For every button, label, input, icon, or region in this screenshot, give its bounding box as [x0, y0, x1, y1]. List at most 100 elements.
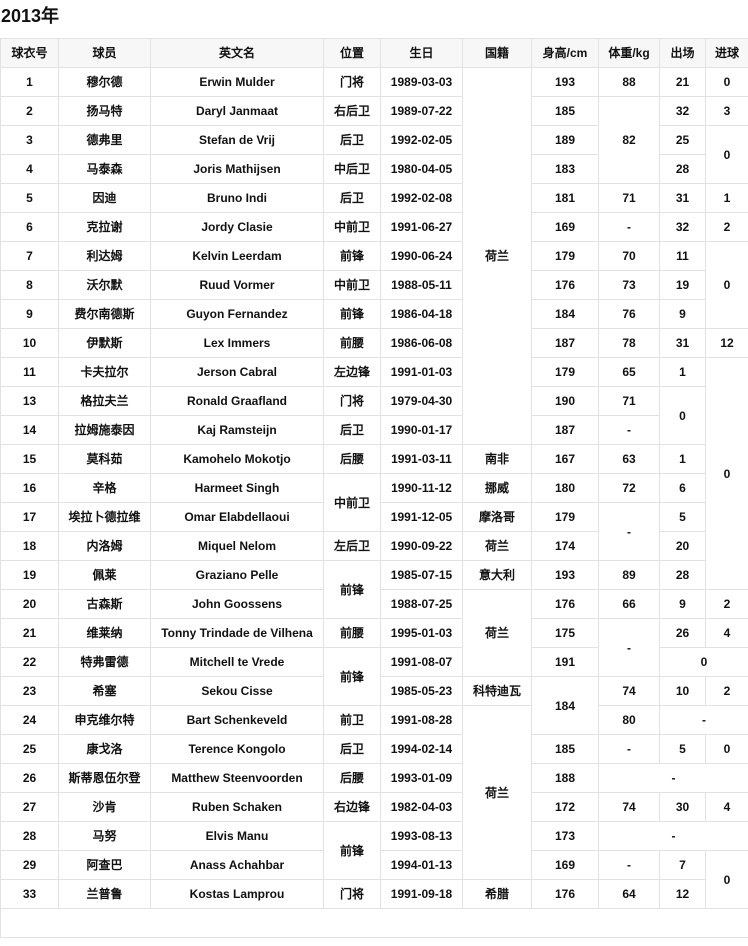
table-cell: 前腰 — [323, 618, 381, 648]
header-position: 位置 — [323, 38, 381, 68]
table-cell: 1 — [705, 183, 748, 213]
table-cell: 马努 — [58, 821, 151, 851]
table-cell: 6 — [659, 473, 706, 503]
table-cell: Guyon Fernandez — [150, 299, 324, 329]
table-cell: 康戈洛 — [58, 734, 151, 764]
table-cell: 荷兰 — [462, 531, 532, 561]
table-cell: 23 — [0, 676, 59, 706]
table-cell: 荷兰 — [462, 67, 532, 445]
table-cell: 8 — [0, 270, 59, 300]
table-cell: 门将 — [323, 67, 381, 97]
table-cell: 1982-04-03 — [380, 792, 463, 822]
table-cell: 1980-04-05 — [380, 154, 463, 184]
table-cell: - — [598, 763, 748, 793]
table-cell: 申克维尔特 — [58, 705, 151, 735]
table-cell: 176 — [531, 270, 599, 300]
table-cell: 克拉谢 — [58, 212, 151, 242]
table-cell: 28 — [659, 154, 706, 184]
table-row: 5 因迪 Bruno Indi 后卫 1992-02-08 181 71 31 1 — [0, 183, 748, 213]
table-cell: 卡夫拉尔 — [58, 357, 151, 387]
table-cell: 1 — [659, 357, 706, 387]
table-cell: Terence Kongolo — [150, 734, 324, 764]
table-cell: John Goossens — [150, 589, 324, 619]
table-cell: 179 — [531, 357, 599, 387]
table-cell: 21 — [0, 618, 59, 648]
table-row: 8 沃尔默 Ruud Vormer 中前卫 1988-05-11 176 73 19 — [0, 270, 748, 300]
table-cell: Ronald Graafland — [150, 386, 324, 416]
table-cell: 185 — [531, 734, 599, 764]
table-cell: 费尔南德斯 — [58, 299, 151, 329]
table-cell: Bart Schenkeveld — [150, 705, 324, 735]
table-cell: 71 — [598, 386, 660, 416]
table-cell: 32 — [659, 212, 706, 242]
table-cell: 9 — [0, 299, 59, 329]
table-cell: 18 — [0, 531, 59, 561]
table-cell: 1979-04-30 — [380, 386, 463, 416]
table-cell: Erwin Mulder — [150, 67, 324, 97]
table-cell: 29 — [0, 850, 59, 880]
table-cell: 前卫 — [323, 705, 381, 735]
table-cell: 89 — [598, 560, 660, 590]
table-cell: 12 — [659, 879, 706, 909]
table-cell: 1986-06-08 — [380, 328, 463, 358]
table-cell: 前锋 — [323, 241, 381, 271]
table-cell: Ruben Schaken — [150, 792, 324, 822]
table-body: 1 穆尔德 Erwin Mulder 门将 1989-03-03 荷兰 193 88 21 0 2 扬… — [0, 67, 748, 938]
table-cell: 1 — [659, 444, 706, 474]
table-cell: 格拉夫兰 — [58, 386, 151, 416]
table-cell: 希腊 — [462, 879, 532, 909]
table-cell: 马泰森 — [58, 154, 151, 184]
table-cell: - — [598, 734, 660, 764]
table-row: 26 斯蒂恩伍尔登 Matthew Steenvoorden 后腰 1993-01-09… — [0, 763, 748, 793]
table-cell: 中前卫 — [323, 270, 381, 300]
table-cell: 172 — [531, 792, 599, 822]
table-cell: 扬马特 — [58, 96, 151, 126]
table-cell: 13 — [0, 386, 59, 416]
table-row: 17 埃拉卜德拉维 Omar Elabdellaoui 1991-12-05 摩洛哥 17… — [0, 502, 748, 561]
table-cell: 1991-12-05 — [380, 502, 463, 532]
table-cell: 1992-02-05 — [380, 125, 463, 155]
table-cell: 右边锋 — [323, 792, 381, 822]
table-cell: 0 — [705, 241, 748, 329]
table-cell: Lex Immers — [150, 328, 324, 358]
table-cell: 184 — [531, 299, 599, 329]
table-cell: 因迪 — [58, 183, 151, 213]
header-player: 球员 — [58, 38, 151, 68]
table-cell: 荷兰 — [462, 705, 532, 880]
table-cell: 挪威 — [462, 473, 532, 503]
page-title: 2013年 — [1, 6, 60, 26]
table-cell: 14 — [0, 415, 59, 445]
table-cell: Kostas Lamprou — [150, 879, 324, 909]
table-cell: 沙肯 — [58, 792, 151, 822]
table-cell: 185 — [531, 96, 599, 126]
table-row: 15 莫科茹 Kamohelo Mokotjo 后腰 1991-03-11 南非 167 63… — [0, 444, 748, 474]
table-cell: 3 — [705, 96, 748, 126]
table-cell: 66 — [598, 589, 660, 619]
table-cell: 1990-11-12 — [380, 473, 463, 503]
table-cell: 64 — [598, 879, 660, 909]
table-cell: 173 — [531, 821, 599, 851]
table-cell: 169 — [531, 850, 599, 880]
table-cell: 73 — [598, 270, 660, 300]
table-cell: 74 — [598, 676, 660, 706]
table-cell: 1985-05-23 — [380, 676, 463, 706]
table-cell: 10 — [659, 676, 706, 706]
table-cell: 17 — [0, 502, 59, 532]
header-goals: 进球 — [705, 38, 748, 68]
table-row: 6 克拉谢 Jordy Clasie 中前卫 1991-06-27 169-32 2 — [0, 212, 748, 242]
table-cell: 后卫 — [323, 183, 381, 213]
table-row: 14 拉姆施泰因 Kaj Ramsteijn 后卫 1990-01-17 187- — [0, 415, 748, 445]
table-cell: 中前卫 — [323, 473, 381, 532]
table-cell: 65 — [598, 357, 660, 387]
table-cell: Graziano Pelle — [150, 560, 324, 590]
table-cell: 28 — [659, 560, 706, 590]
table-cell: 4 — [705, 618, 748, 648]
table-cell: 前锋 — [323, 560, 381, 619]
table-cell: 中后卫 — [323, 154, 381, 184]
table-cell: 32 — [659, 96, 706, 126]
table-cell: 4 — [705, 792, 748, 822]
table-cell: 辛格 — [58, 473, 151, 503]
table-cell: 0 — [705, 357, 748, 590]
table-cell: - — [598, 212, 660, 242]
table-cell: 11 — [0, 357, 59, 387]
